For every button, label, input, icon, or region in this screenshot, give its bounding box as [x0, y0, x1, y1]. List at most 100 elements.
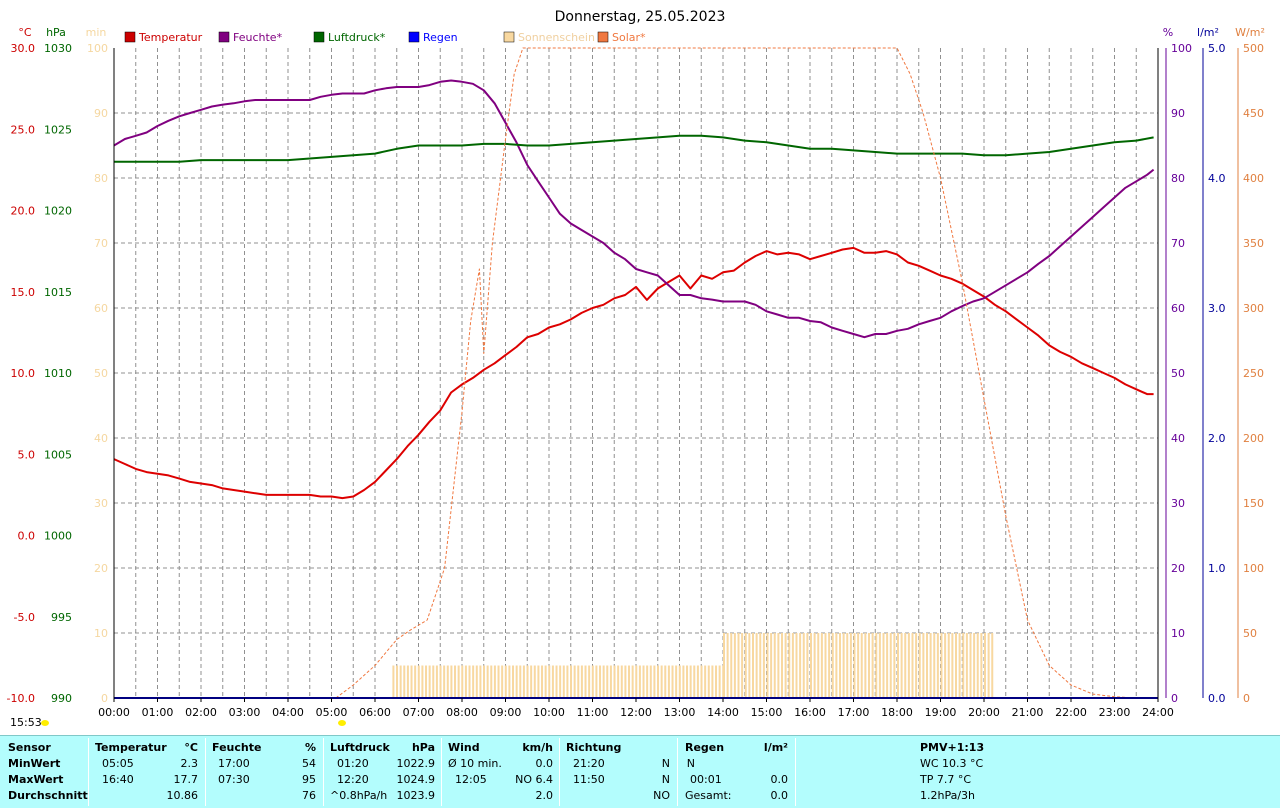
x-tick-label: 06:00: [359, 706, 391, 719]
sunshine-bar: [806, 633, 809, 698]
sunshine-bar: [414, 665, 417, 698]
sunshine-bar: [817, 633, 820, 698]
y-tick-label-rain: 3.0: [1208, 302, 1226, 315]
y-tick-label-pressure: 1000: [44, 530, 72, 543]
y-tick-label-humidity: 80: [1171, 172, 1185, 185]
y-tick-label-solar: 250: [1243, 367, 1264, 380]
y-tick-label-temperature: 15.0: [11, 286, 36, 299]
sunshine-bar: [483, 665, 486, 698]
sunshine-bar: [577, 665, 580, 698]
sunshine-bar: [417, 665, 420, 698]
sunshine-bar: [820, 633, 823, 698]
x-tick-label: 14:00: [707, 706, 739, 719]
y-tick-label-temperature: 30.0: [11, 42, 36, 55]
sunshine-bar: [947, 633, 950, 698]
sunshine-bar: [446, 665, 449, 698]
sunshine-bar: [490, 665, 493, 698]
sunshine-bar: [664, 665, 667, 698]
sunshine-bar: [537, 665, 540, 698]
stats-avg-press-trend: ^0.8hPa/h: [330, 789, 388, 802]
sunshine-bar: [897, 633, 899, 698]
stats-row-min-label: MinWert: [8, 757, 61, 770]
sunshine-bar: [911, 633, 914, 698]
stats-avg-extra: 1.2hPa/3h: [920, 789, 976, 802]
stats-row-max-label: MaxWert: [8, 773, 64, 786]
sunshine-bar: [570, 665, 573, 698]
y-tick-label-sunshine: 20: [94, 562, 108, 575]
sunshine-bar: [595, 665, 598, 698]
sunshine-bar: [425, 665, 428, 698]
sunshine-bar: [980, 633, 983, 698]
stats-min-wind-value: 0.0: [535, 757, 554, 770]
sunshine-bar: [642, 665, 645, 698]
sunshine-bar: [628, 665, 631, 698]
y-tick-label-solar: 150: [1243, 497, 1264, 510]
series-line-solar: [335, 47, 1137, 699]
sunshine-bar: [548, 665, 551, 698]
stats-avg-rain-value: 0.0: [770, 789, 789, 802]
sunshine-bar: [588, 665, 591, 698]
x-tick-label: 16:00: [794, 706, 826, 719]
sunshine-bar: [857, 633, 860, 698]
sunshine-bar: [635, 665, 638, 698]
y-tick-label-pressure: 1005: [44, 448, 72, 461]
y-tick-label-pressure: 1015: [44, 286, 72, 299]
axis-unit-solar: W/m²: [1235, 26, 1265, 39]
x-tick-label: 24:00: [1142, 706, 1174, 719]
sunshine-bar: [810, 633, 812, 698]
sunshine-bar: [472, 665, 475, 698]
y-tick-label-pressure: 1010: [44, 367, 72, 380]
y-tick-label-solar: 500: [1243, 42, 1264, 55]
sunshine-bar: [864, 633, 867, 698]
sunshine-bar: [831, 633, 834, 698]
sunshine-bar: [882, 633, 885, 698]
stats-min-temp-value: 2.3: [180, 757, 199, 770]
y-tick-label-rain: 0.0: [1208, 692, 1226, 705]
y-tick-label-sunshine: 30: [94, 497, 108, 510]
sunshine-bar: [602, 665, 605, 698]
stats-max-wind-value: NO 6.4: [515, 773, 553, 786]
stats-max-hum-value: 95: [302, 773, 316, 786]
stats-separator: [441, 738, 442, 806]
sunshine-bar: [551, 665, 554, 698]
sunshine-bar: [696, 665, 699, 698]
sunshine-bar: [689, 665, 692, 698]
sunshine-bar: [799, 633, 802, 698]
legend-swatch: [503, 31, 515, 43]
x-tick-label: 21:00: [1012, 706, 1044, 719]
sunshine-bar: [443, 665, 446, 698]
sunshine-bar: [421, 665, 424, 698]
x-tick-label: 13:00: [664, 706, 696, 719]
stats-min-rain-dir-text: N: [686, 757, 695, 770]
sunshine-bar: [439, 665, 442, 698]
y-tick-label-temperature: 10.0: [11, 367, 36, 380]
sunshine-bar: [435, 665, 438, 698]
sunshine-bar: [591, 665, 594, 698]
sunshine-bar: [530, 665, 533, 698]
y-tick-label-temperature: -10.0: [7, 692, 35, 705]
x-tick-label: 20:00: [968, 706, 1000, 719]
y-tick-label-humidity: 40: [1171, 432, 1185, 445]
sunshine-bar: [762, 633, 765, 698]
stats-max-temp-value: 17.7: [173, 773, 199, 786]
sunshine-bar: [450, 665, 453, 698]
sunshine-bar: [878, 633, 881, 698]
sunshine-bar: [508, 665, 511, 698]
sunshine-bar: [766, 633, 769, 698]
sunshine-bar: [454, 665, 457, 698]
y-tick-label-humidity: 20: [1171, 562, 1185, 575]
y-tick-label-pressure: 1030: [44, 42, 72, 55]
legend-label: Regen: [423, 31, 458, 44]
sunshine-bar: [839, 633, 841, 698]
legend-swatch: [218, 31, 230, 43]
sun-marker-icon: [41, 720, 49, 726]
y-tick-label-pressure: 1020: [44, 205, 72, 218]
sunshine-bar: [606, 665, 609, 698]
series-line-humidity: [113, 79, 1155, 339]
stats-min-dir-value: N: [661, 757, 670, 770]
y-tick-label-humidity: 60: [1171, 302, 1185, 315]
stats-header-rain-unit: l/m²: [763, 741, 788, 754]
sunshine-bar: [976, 633, 979, 698]
sunshine-bar: [773, 633, 776, 698]
sunshine-bar: [929, 633, 932, 698]
